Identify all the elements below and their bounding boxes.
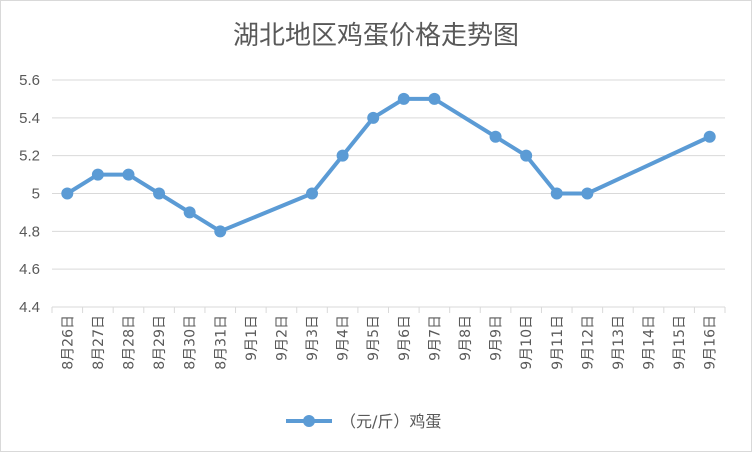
data-point bbox=[489, 130, 502, 143]
x-tick-label: 9月10日 bbox=[519, 315, 535, 370]
x-tick-label: 9月15日 bbox=[672, 315, 688, 370]
data-point bbox=[183, 206, 196, 219]
x-tick-label: 8月27日 bbox=[91, 315, 107, 370]
x-tick-label: 8月29日 bbox=[152, 315, 168, 370]
data-point bbox=[153, 187, 166, 200]
x-tick-label: 9月5日 bbox=[366, 315, 382, 361]
data-point bbox=[61, 187, 74, 200]
data-point bbox=[520, 149, 533, 162]
x-tick-label: 9月6日 bbox=[397, 315, 413, 361]
data-point bbox=[703, 130, 716, 143]
x-axis-ticks: 8月26日 8月27日 8月28日 8月29日 8月30日 8月31日 9月1日 9月2日 9月… bbox=[60, 315, 718, 370]
x-tick-label: 8月26日 bbox=[60, 315, 76, 370]
x-tick-label: 9月13日 bbox=[611, 315, 627, 370]
y-tick-label: 5.2 bbox=[19, 148, 40, 165]
data-point bbox=[91, 168, 104, 181]
x-tick-label: 9月8日 bbox=[458, 315, 474, 361]
x-tick-label: 9月1日 bbox=[244, 315, 260, 361]
data-point bbox=[122, 168, 135, 181]
x-tick-label: 8月31日 bbox=[213, 315, 229, 370]
x-tick-label: 8月30日 bbox=[183, 315, 199, 370]
x-tick-label: 9月14日 bbox=[642, 315, 658, 370]
series-line bbox=[65, 96, 712, 234]
x-tick-label: 8月28日 bbox=[121, 315, 137, 370]
y-tick-label: 4.8 bbox=[19, 223, 40, 240]
y-tick-label: 4.6 bbox=[19, 261, 40, 278]
legend: （元/斤）鸡蛋 bbox=[286, 412, 441, 431]
data-point bbox=[367, 111, 380, 124]
legend-swatch-marker bbox=[303, 415, 315, 427]
y-tick-label: 5.6 bbox=[19, 72, 40, 89]
x-tick-label: 9月11日 bbox=[550, 315, 566, 370]
data-point bbox=[428, 92, 441, 105]
y-axis-ticks: 4.4 4.6 4.8 5 5.2 5.4 5.6 bbox=[19, 72, 40, 316]
x-tick-label: 9月16日 bbox=[703, 315, 719, 370]
grid-layer bbox=[51, 79, 726, 313]
chart-title: 湖北地区鸡蛋价格走势图 bbox=[233, 21, 519, 51]
x-tick-label: 9月4日 bbox=[336, 315, 352, 361]
x-tick-label: 9月12日 bbox=[580, 315, 596, 370]
y-tick-label: 5.4 bbox=[19, 110, 40, 127]
data-point bbox=[397, 92, 410, 105]
y-tick-label: 5 bbox=[32, 186, 40, 203]
y-tick-label: 4.4 bbox=[19, 299, 40, 316]
x-tick-label: 9月7日 bbox=[427, 315, 443, 361]
x-tick-label: 9月2日 bbox=[274, 315, 290, 361]
data-point bbox=[550, 187, 563, 200]
data-point bbox=[581, 187, 594, 200]
x-tick-label: 9月9日 bbox=[489, 315, 505, 361]
data-point bbox=[336, 149, 349, 162]
data-point bbox=[306, 187, 319, 200]
legend-label: （元/斤）鸡蛋 bbox=[340, 412, 441, 431]
series-layer bbox=[61, 92, 716, 238]
data-point bbox=[214, 225, 227, 238]
x-tick-label: 9月3日 bbox=[305, 315, 321, 361]
